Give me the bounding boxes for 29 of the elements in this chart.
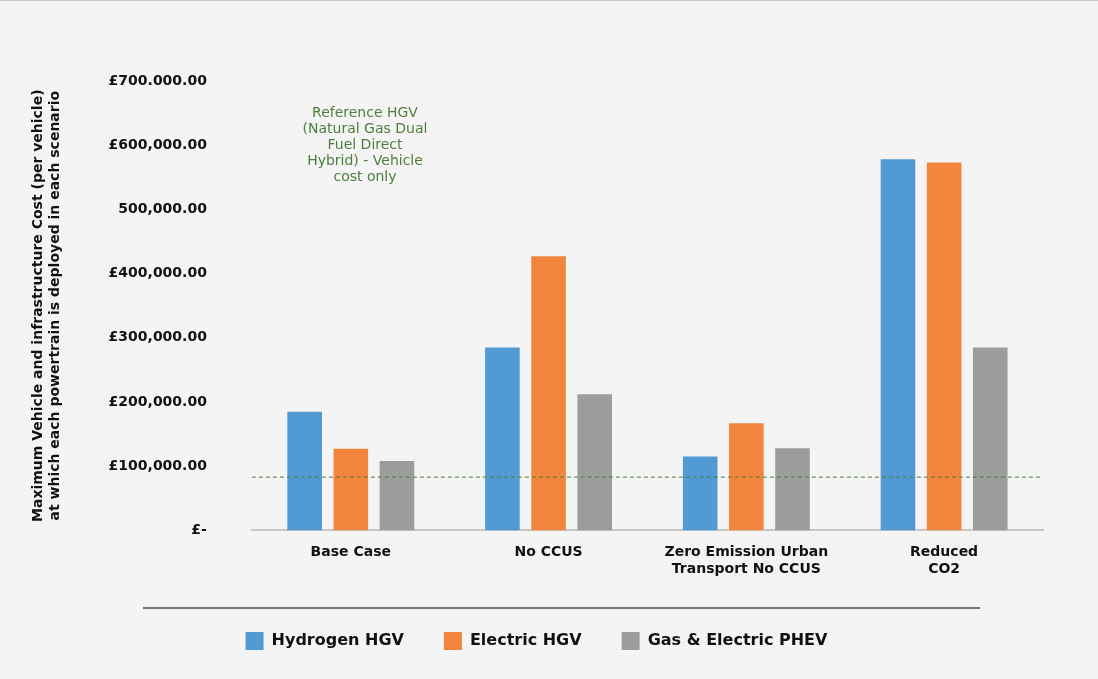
x-tick-label: Zero Emission Urban Transport No CCUS xyxy=(664,543,829,577)
bar xyxy=(775,448,810,531)
bar xyxy=(531,256,566,531)
y-tick-label: £- xyxy=(191,521,208,538)
ref-line-label: Reference HGV (Natural Gas Dual Fuel Direct Hybrid) - Vehicle cost only xyxy=(301,104,429,184)
bar xyxy=(577,394,613,531)
bar xyxy=(287,411,322,531)
legend-label: Electric HGV xyxy=(469,630,583,650)
y-tick-label: £100,000.00 xyxy=(108,456,208,473)
bar xyxy=(926,162,962,531)
x-tick-label: Base Case xyxy=(310,543,391,560)
bar xyxy=(880,159,916,531)
y-tick-label: £400,000.00 xyxy=(108,264,208,281)
bar xyxy=(729,423,764,531)
y-tick-label: 500,000.00 xyxy=(118,200,208,217)
x-tick-label: No CCUS xyxy=(514,543,583,560)
bar xyxy=(682,456,718,531)
legend-label: Gas & Electric PHEV xyxy=(647,630,829,650)
y-tick-label: £200,000.00 xyxy=(108,392,208,409)
y-tick-label: £300,000.00 xyxy=(108,328,208,345)
bar xyxy=(972,347,1008,531)
x-tick-label: Reduced CO2 xyxy=(910,543,979,577)
bar xyxy=(379,461,415,531)
bar xyxy=(333,448,369,531)
y-tick-label: £700.000.00 xyxy=(108,71,208,88)
y-axis-title: Maximum Vehicle and infrastructure Cost (per vehicle) at which each powertrain is deployed in each scenario xyxy=(29,89,62,522)
bar xyxy=(485,347,520,531)
legend-label: Hydrogen HGV xyxy=(271,630,405,650)
y-tick-label: £600,000.00 xyxy=(108,135,208,152)
